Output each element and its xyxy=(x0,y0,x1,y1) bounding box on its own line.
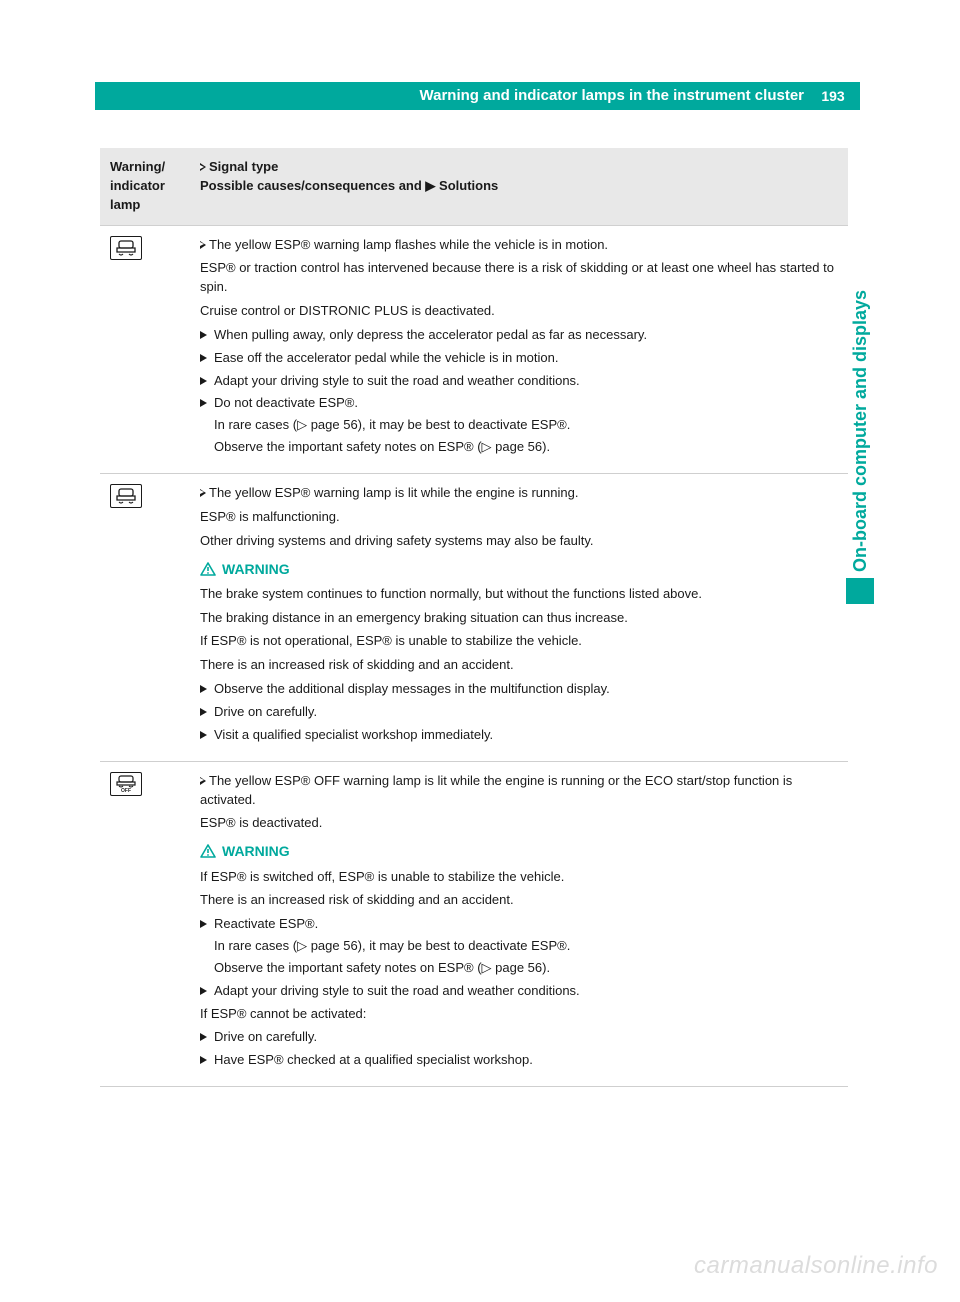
lamp-cell xyxy=(100,225,190,473)
solution-text: Have ESP® checked at a qualified special… xyxy=(214,1052,533,1067)
solution-item: Do not deactivate ESP®. In rare cases (▷… xyxy=(200,394,838,457)
solution-item: Drive on carefully. xyxy=(200,1028,838,1047)
header-col-lamp: Warning/indicatorlamp xyxy=(100,148,190,225)
solutions-list: When pulling away, only depress the acce… xyxy=(200,326,838,457)
header-col-body: Signal type Possible causes/consequences… xyxy=(190,148,848,225)
warning-body-text: If ESP® is not operational, ESP® is unab… xyxy=(200,632,838,651)
body-text: Other driving systems and driving safety… xyxy=(200,532,838,551)
warning-label: WARNING xyxy=(222,841,290,861)
warning-heading: WARNING xyxy=(200,841,838,861)
solution-item: Reactivate ESP®. In rare cases (▷ page 5… xyxy=(200,915,838,978)
side-tab-marker xyxy=(846,578,874,604)
lamp-cell xyxy=(100,473,190,761)
solution-text: Drive on carefully. xyxy=(214,704,317,719)
chapter-title: Warning and indicator lamps in the instr… xyxy=(420,85,805,107)
warning-heading: WARNING xyxy=(200,559,838,579)
header-signal-type: Signal type xyxy=(209,159,278,174)
solution-text: Adapt your driving style to suit the roa… xyxy=(214,373,580,388)
chapter-header-bar: Warning and indicator lamps in the instr… xyxy=(95,82,860,110)
solution-text: Ease off the accelerator pedal while the… xyxy=(214,350,558,365)
solutions-list: Observe the additional display messages … xyxy=(200,680,838,745)
solution-subtext: In rare cases (▷ page 56), it may be bes… xyxy=(214,937,838,956)
post-text: If ESP® cannot be activated: xyxy=(200,1005,838,1024)
solution-text: Do not deactivate ESP®. xyxy=(214,395,358,410)
body-cell: The yellow ESP® warning lamp flashes whi… xyxy=(190,225,848,473)
watermark: carmanualsonline.info xyxy=(694,1249,938,1284)
warning-body-text: There is an increased risk of skidding a… xyxy=(200,891,838,910)
warning-body-text: There is an increased risk of skidding a… xyxy=(200,656,838,675)
page-number: 193 xyxy=(814,82,852,110)
signal-marker-icon xyxy=(200,777,206,785)
signal-text: The yellow ESP® OFF warning lamp is lit … xyxy=(200,773,792,807)
content-area: Warning/indicatorlamp Signal type Possib… xyxy=(100,148,848,1087)
solution-text: Adapt your driving style to suit the roa… xyxy=(214,983,580,998)
body-text: ESP® is malfunctioning. xyxy=(200,508,838,527)
solution-subtext: Observe the important safety notes on ES… xyxy=(214,438,838,457)
warning-body-text: If ESP® is switched off, ESP® is unable … xyxy=(200,868,838,887)
solution-item: When pulling away, only depress the acce… xyxy=(200,326,838,345)
table-row: The yellow ESP® warning lamp flashes whi… xyxy=(100,225,848,473)
esp-icon xyxy=(110,484,142,508)
solution-item: Ease off the accelerator pedal while the… xyxy=(200,349,838,368)
page: Warning and indicator lamps in the instr… xyxy=(0,0,960,1302)
solution-text: Visit a qualified specialist workshop im… xyxy=(214,727,493,742)
solution-item: Adapt your driving style to suit the roa… xyxy=(200,982,838,1001)
esp-off-icon: OFF xyxy=(110,772,142,796)
warning-body-text: The braking distance in an emergency bra… xyxy=(200,609,838,628)
warning-triangle-icon xyxy=(200,844,216,858)
solutions-list: Drive on carefully. Have ESP® checked at… xyxy=(200,1028,838,1070)
body-cell: The yellow ESP® OFF warning lamp is lit … xyxy=(190,761,848,1086)
lamp-cell: OFF xyxy=(100,761,190,1086)
table-header-row: Warning/indicatorlamp Signal type Possib… xyxy=(100,148,848,225)
side-tab-label: On-board computer and displays xyxy=(846,172,874,576)
solution-item: Adapt your driving style to suit the roa… xyxy=(200,372,838,391)
solution-item: Visit a qualified specialist workshop im… xyxy=(200,726,838,745)
side-tab: On-board computer and displays xyxy=(846,172,874,604)
table-row: The yellow ESP® warning lamp is lit whil… xyxy=(100,473,848,761)
solution-text: Drive on carefully. xyxy=(214,1029,317,1044)
signal-text: The yellow ESP® warning lamp flashes whi… xyxy=(209,237,608,252)
warning-triangle-icon xyxy=(200,562,216,576)
body-text: ESP® is deactivated. xyxy=(200,814,838,833)
solution-subtext: Observe the important safety notes on ES… xyxy=(214,959,838,978)
solution-subtext: In rare cases (▷ page 56), it may be bes… xyxy=(214,416,838,435)
warning-body-text: The brake system continues to function n… xyxy=(200,585,838,604)
warning-label: WARNING xyxy=(222,559,290,579)
esp-icon xyxy=(110,236,142,260)
signal-text: The yellow ESP® warning lamp is lit whil… xyxy=(209,485,578,500)
solutions-list: Reactivate ESP®. In rare cases (▷ page 5… xyxy=(200,915,838,1000)
header-causes-solutions: Possible causes/consequences and ▶ Solut… xyxy=(200,178,498,193)
body-text: ESP® or traction control has intervened … xyxy=(200,259,838,297)
solution-text: When pulling away, only depress the acce… xyxy=(214,327,647,342)
warning-table: Warning/indicatorlamp Signal type Possib… xyxy=(100,148,848,1087)
solution-item: Observe the additional display messages … xyxy=(200,680,838,699)
solution-item: Drive on carefully. xyxy=(200,703,838,722)
solution-item: Have ESP® checked at a qualified special… xyxy=(200,1051,838,1070)
solution-text: Reactivate ESP®. xyxy=(214,916,318,931)
signal-type-icon xyxy=(200,163,206,171)
signal-marker-icon xyxy=(200,489,206,497)
header-col-lamp-text: Warning/indicatorlamp xyxy=(110,159,165,212)
body-text: Cruise control or DISTRONIC PLUS is deac… xyxy=(200,302,838,321)
table-row: OFF The yellow ESP® OFF warning lamp is … xyxy=(100,761,848,1086)
signal-marker-icon xyxy=(200,241,206,249)
svg-text:OFF: OFF xyxy=(121,788,131,793)
solution-text: Observe the additional display messages … xyxy=(214,681,610,696)
body-cell: The yellow ESP® warning lamp is lit whil… xyxy=(190,473,848,761)
